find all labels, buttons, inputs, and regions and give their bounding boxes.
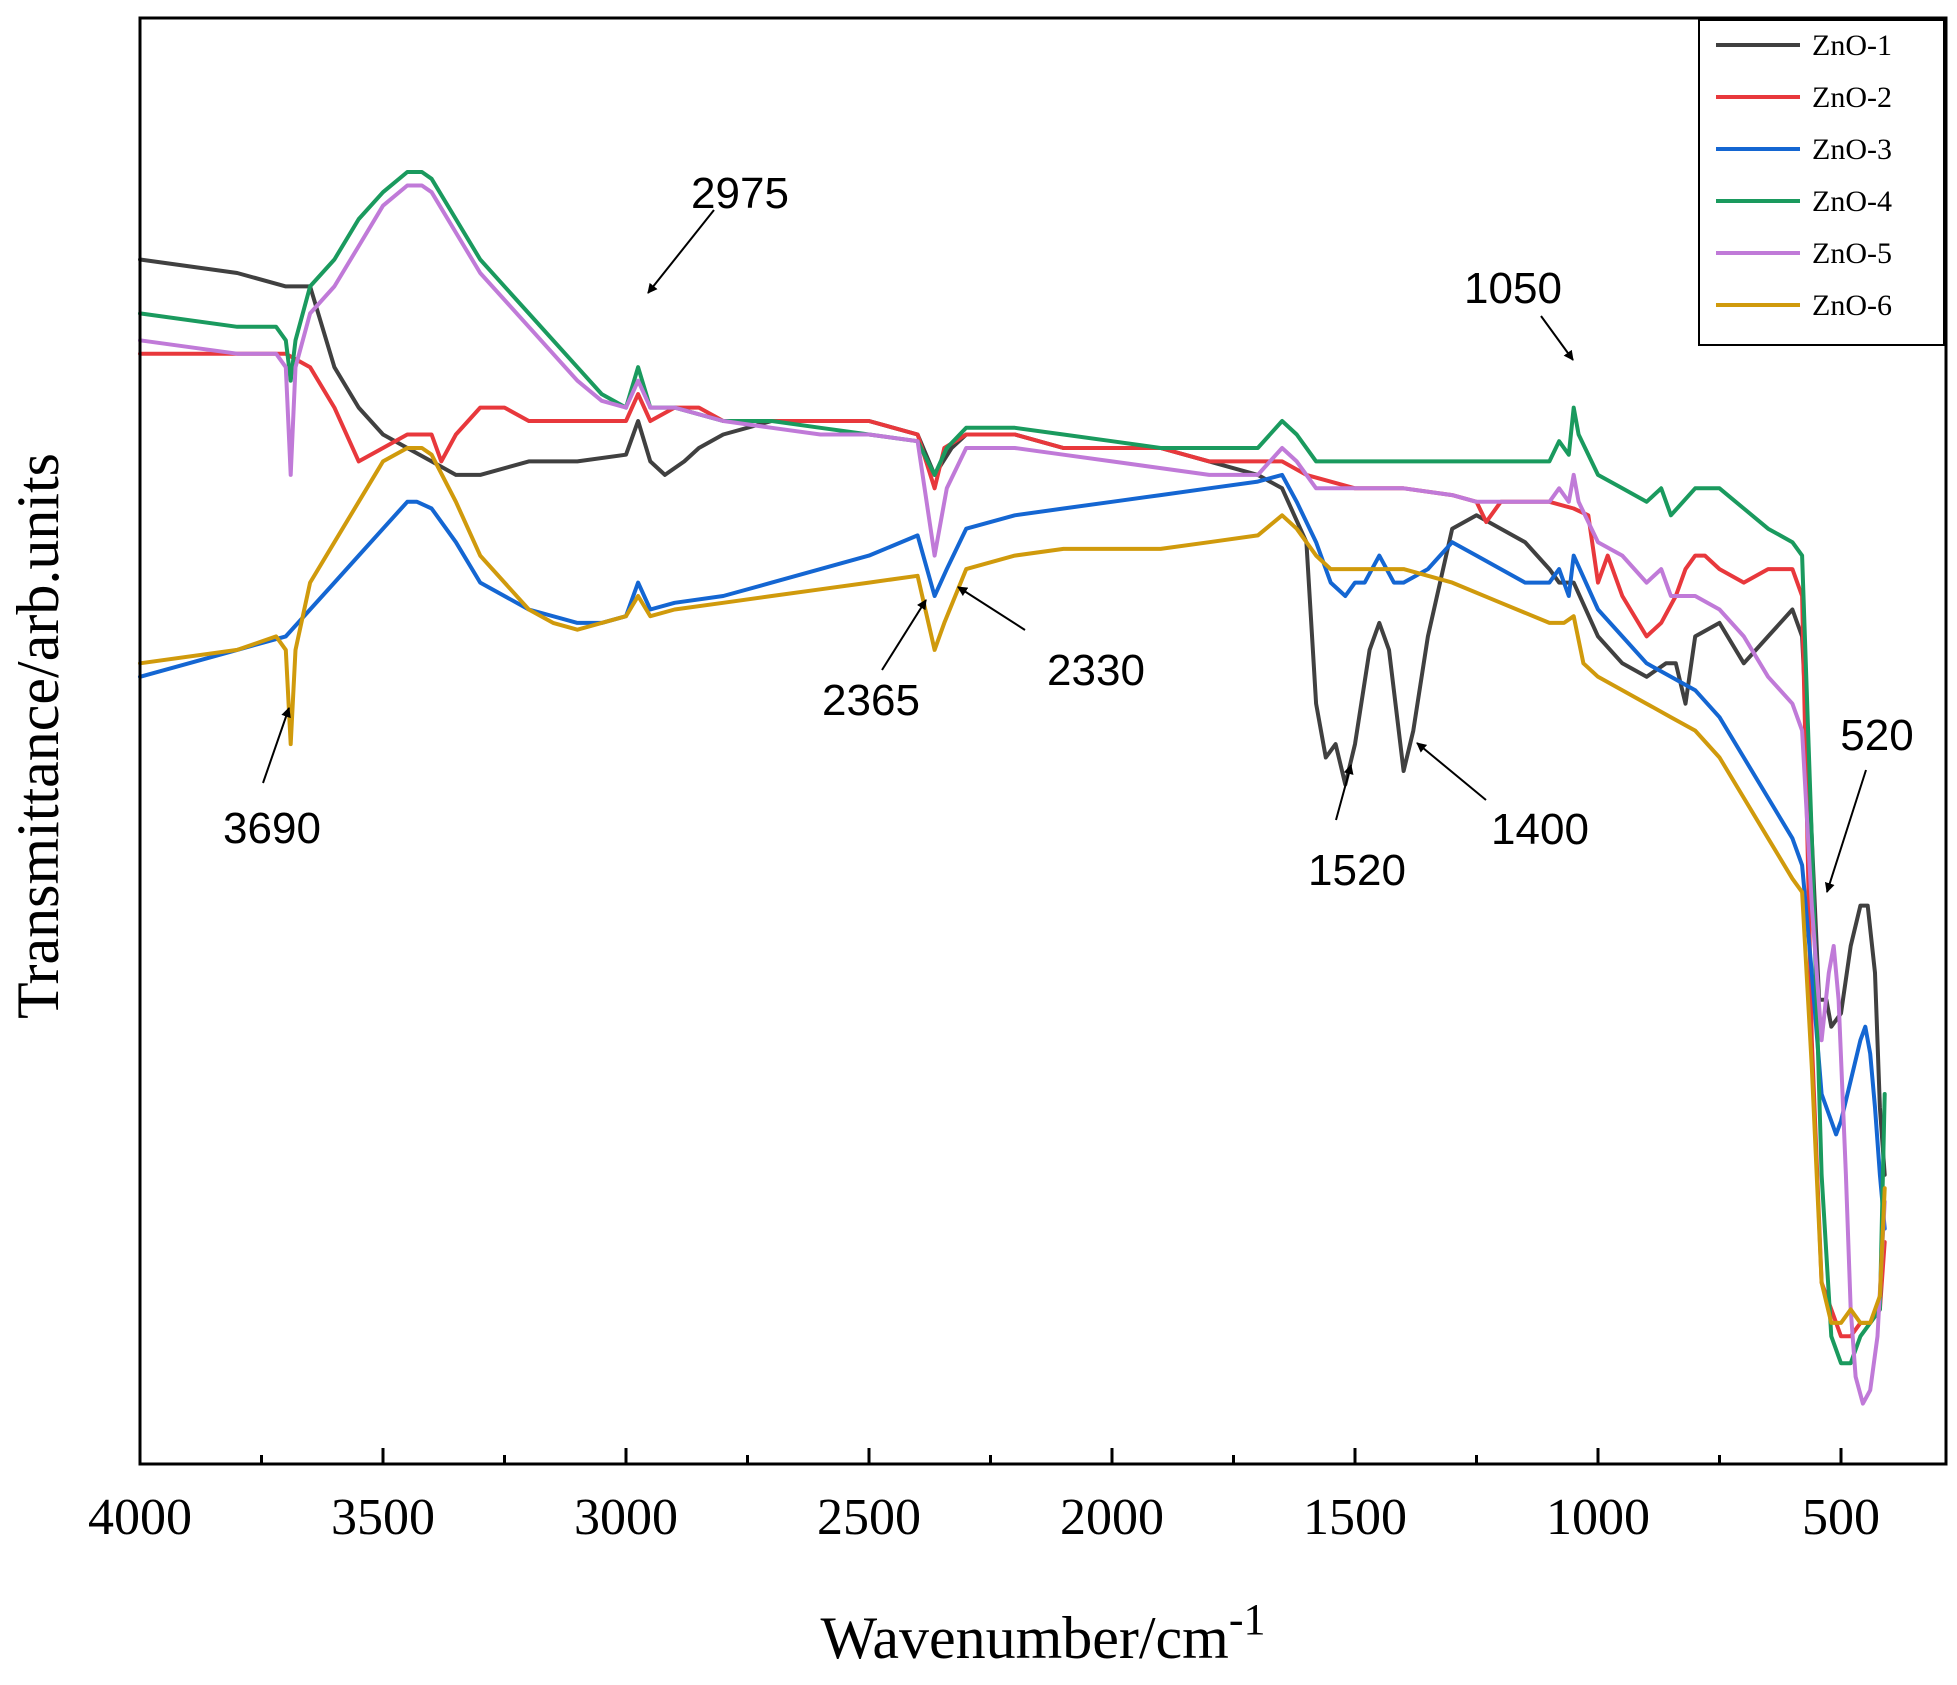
series-layer: [138, 170, 1887, 1406]
series-line-zno-4: [138, 170, 1887, 1366]
series-line-zno-3: [138, 472, 1887, 1231]
x-tick-label-2000: 2000: [1060, 1489, 1164, 1546]
annotation-label-2365: 2365: [822, 676, 920, 725]
x-tick-label-1500: 1500: [1303, 1489, 1407, 1546]
legend-label-zno-5: ZnO-5: [1812, 237, 1892, 270]
series-line-zno-5: [138, 183, 1887, 1406]
legend-label-zno-4: ZnO-4: [1812, 185, 1892, 218]
annotation-label-1050: 1050: [1464, 264, 1562, 313]
annotation-label-1400: 1400: [1491, 805, 1589, 854]
x-axis-title: Wavenumber/cm-1: [821, 1595, 1266, 1671]
annotation-arrow-2330: [957, 586, 1026, 631]
x-tick-label-1000: 1000: [1546, 1489, 1650, 1546]
x-tick-label-3500: 3500: [331, 1489, 435, 1546]
annotation-arrow-1400: [1416, 742, 1487, 801]
annotations: 2975 3690 2365 2330 1050 1520 1400 520: [223, 169, 1914, 895]
legend-label-zno-3: ZnO-3: [1812, 133, 1892, 166]
y-axis-title: Transmittance/arb.units: [5, 453, 71, 1019]
x-axis-title-superscript: -1: [1229, 1595, 1266, 1644]
annotation-arrow-2975: [647, 209, 715, 294]
x-axis: 4000 3500 3000 2500 2000 1500 1000 500: [88, 1448, 1880, 1546]
x-tick-label-4000: 4000: [88, 1489, 192, 1546]
series-line-zno-6: [138, 446, 1887, 1325]
annotation-arrow-2365: [881, 599, 927, 671]
annotation-arrow-1050: [1540, 315, 1574, 361]
x-tick-label-2500: 2500: [817, 1489, 921, 1546]
annotation-arrow-520: [1824, 769, 1867, 893]
plot-frame: [138, 16, 1948, 1466]
annotation-label-520: 520: [1840, 711, 1913, 760]
annotation-label-2975: 2975: [691, 169, 789, 218]
annotation-label-1520: 1520: [1308, 846, 1406, 895]
x-tick-label-500: 500: [1802, 1489, 1880, 1546]
annotation-label-2330: 2330: [1047, 646, 1145, 695]
annotation-arrow-1520: [1335, 764, 1354, 821]
annotation-arrow-3690: [262, 707, 291, 784]
annotation-label-3690: 3690: [223, 804, 321, 853]
series-line-zno-2: [138, 351, 1887, 1339]
legend-label-zno-2: ZnO-2: [1812, 81, 1892, 114]
legend-label-zno-1: ZnO-1: [1812, 29, 1892, 62]
legend-box: [1698, 19, 1945, 346]
series-line-zno-1: [138, 257, 1887, 1177]
legend: ZnO-1 ZnO-2 ZnO-3 ZnO-4 ZnO-5 ZnO-6: [1698, 19, 1945, 346]
x-axis-title-main: Wavenumber/cm: [821, 1605, 1229, 1671]
x-tick-label-3000: 3000: [574, 1489, 678, 1546]
legend-label-zno-6: ZnO-6: [1812, 289, 1892, 322]
